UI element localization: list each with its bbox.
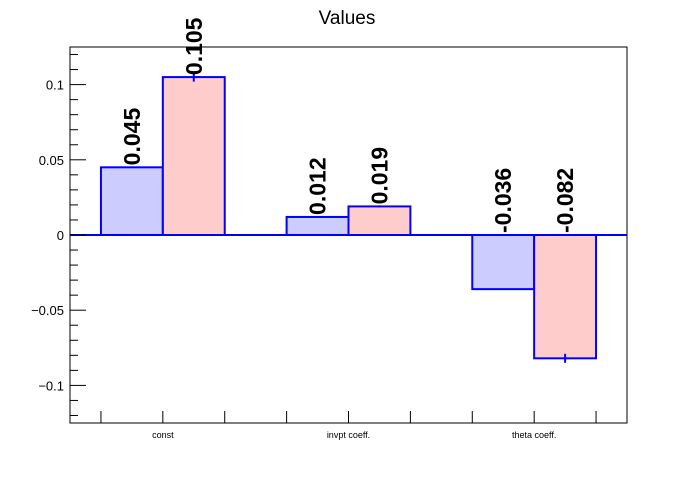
bar-s2-2: [347, 205, 412, 236]
y-tick-label: 0.05: [39, 153, 64, 168]
x-category-label: const: [152, 430, 174, 440]
bar-s2-3: [533, 234, 598, 360]
data-label-s2-3: -0.082: [552, 168, 578, 233]
bar-s1-2: [285, 215, 350, 236]
data-label-s2-1: 0.105: [181, 17, 207, 75]
y-tick-label: 0.1: [46, 78, 64, 93]
x-category-label: invpt coeff.: [327, 430, 370, 440]
data-label-s1-3: -0.036: [490, 168, 516, 233]
chart-title: Values: [319, 8, 376, 29]
data-label-s1-2: 0.012: [305, 157, 331, 215]
data-label-s1-1: 0.045: [119, 108, 145, 166]
y-tick-label: −0.1: [38, 378, 64, 393]
bar-s2-1: [161, 76, 226, 236]
x-category-label: theta coeff.: [512, 430, 556, 440]
axes-layer: 0.1 0.05 0 −0.05 −0.1 const invpt coeff. theta …: [31, 54, 597, 440]
y-tick-label: 0: [57, 228, 64, 243]
data-label-s2-2: 0.019: [366, 147, 392, 205]
bar-s1-3: [471, 234, 536, 291]
bars-layer: [99, 72, 598, 363]
bar-s1-1: [99, 166, 164, 237]
y-tick-label: −0.05: [31, 303, 64, 318]
labels-layer: 0.045 0.012 -0.036 0.105 0.019 -0.082: [119, 17, 578, 233]
